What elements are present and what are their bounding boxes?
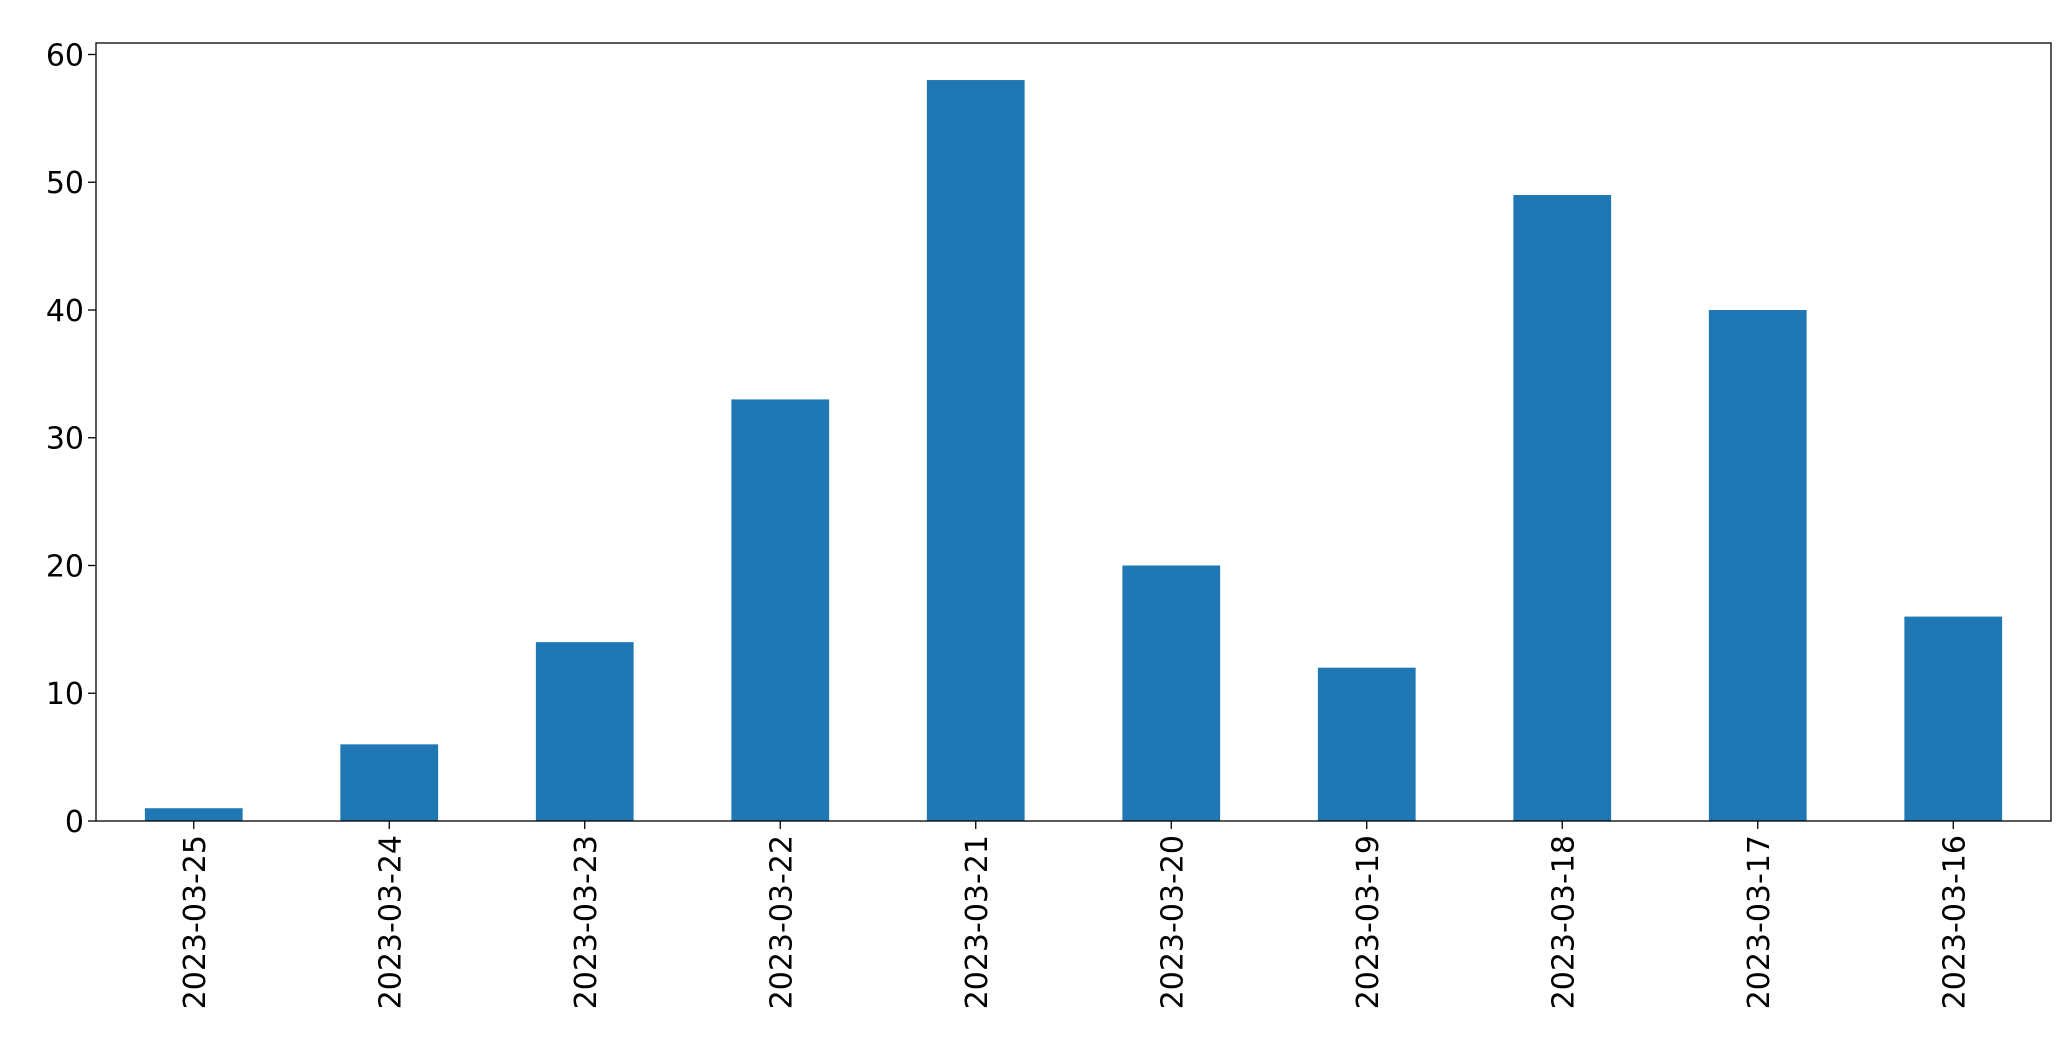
bar xyxy=(731,399,830,821)
x-tick-label: 2023-03-21 xyxy=(960,835,995,1009)
y-tick-label: 20 xyxy=(46,549,84,584)
y-tick-label: 50 xyxy=(46,166,84,201)
x-tick-label: 2023-03-18 xyxy=(1546,835,1581,1009)
bar xyxy=(340,744,439,821)
bar xyxy=(1513,195,1612,821)
bar xyxy=(1317,667,1416,821)
x-tick-label: 2023-03-20 xyxy=(1155,835,1190,1009)
y-tick-label: 10 xyxy=(46,677,84,712)
y-tick-label: 60 xyxy=(46,38,84,73)
bar xyxy=(1904,616,2003,821)
x-tick-label: 2023-03-22 xyxy=(764,835,799,1009)
bar xyxy=(144,808,243,821)
y-tick-label: 40 xyxy=(46,294,84,329)
bar xyxy=(535,642,634,821)
bar xyxy=(1708,309,1807,821)
bar xyxy=(926,80,1025,822)
x-tick-label: 2023-03-23 xyxy=(569,835,604,1009)
y-tick-label: 0 xyxy=(65,805,84,840)
plot-frame xyxy=(95,42,2052,822)
x-tick-label: 2023-03-25 xyxy=(178,835,213,1009)
x-tick-label: 2023-03-24 xyxy=(373,835,408,1009)
x-tick-label: 2023-03-17 xyxy=(1742,835,1777,1009)
x-tick-label: 2023-03-16 xyxy=(1937,835,1972,1009)
x-tick-label: 2023-03-19 xyxy=(1351,835,1386,1009)
bar xyxy=(1122,565,1221,821)
y-tick-label: 30 xyxy=(46,422,84,457)
